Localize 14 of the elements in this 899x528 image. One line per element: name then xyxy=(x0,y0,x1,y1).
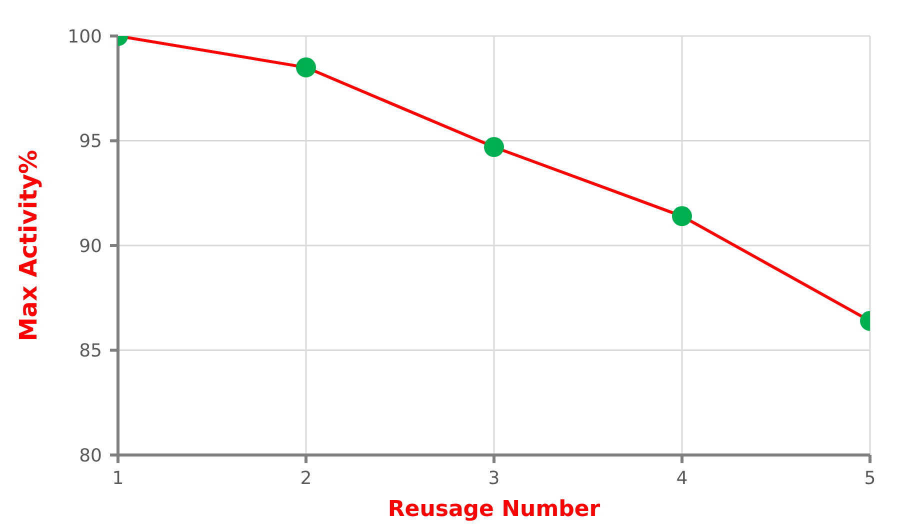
y-tick-label: 80 xyxy=(79,445,102,466)
x-tick-label: 2 xyxy=(300,468,312,489)
y-tick-label: 95 xyxy=(79,131,102,152)
y-tick-label: 85 xyxy=(79,340,102,362)
y-tick-label: 100 xyxy=(68,26,102,48)
y-tick-label: 90 xyxy=(79,236,102,257)
y-axis-title: Max Activity% xyxy=(14,150,43,342)
x-tick-label: 4 xyxy=(676,468,688,489)
x-tick-label: 1 xyxy=(112,468,124,489)
x-axis-title: Reusage Number xyxy=(388,497,600,522)
point xyxy=(296,57,316,78)
x-tick-label: 3 xyxy=(488,468,500,489)
x-tick-label: 5 xyxy=(864,468,876,489)
point xyxy=(484,137,504,158)
